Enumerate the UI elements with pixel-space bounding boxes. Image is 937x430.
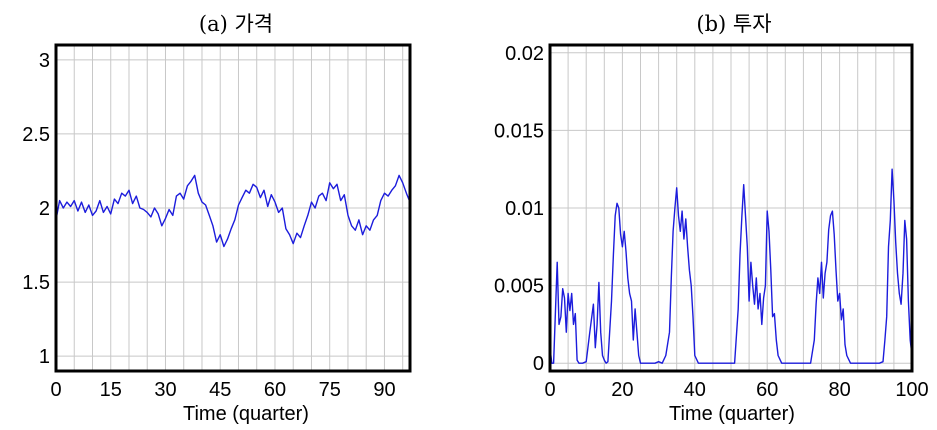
series-line-a [55, 174, 411, 248]
y-tick-label: 0.005 [494, 276, 544, 298]
x-tick-label: 90 [373, 379, 395, 401]
x-tick-label: 75 [319, 379, 341, 401]
x-tick-label: 80 [828, 379, 850, 401]
y-tick-label: 0.02 [505, 43, 544, 65]
x-axis-label-b: Time (quarter) [669, 403, 795, 425]
x-tick-label: 0 [544, 379, 555, 401]
x-tick-label: 100 [895, 379, 928, 401]
x-tick-label: 30 [154, 379, 176, 401]
x-tick-label: 45 [209, 379, 231, 401]
y-tick-label: 1.5 [22, 272, 50, 294]
grid-b [550, 45, 912, 371]
chart-title-a: (a) 가격 [199, 12, 273, 36]
x-tick-label: 60 [756, 379, 778, 401]
x-axis-ticks-a: 0 15 30 45 60 75 90 [50, 379, 395, 401]
x-axis-label-a: Time (quarter) [183, 403, 309, 425]
y-tick-label: 2 [39, 198, 50, 220]
chart-title-b: (b) 투자 [696, 12, 771, 36]
plot-frame-b [548, 43, 914, 373]
x-tick-label: 0 [50, 379, 61, 401]
x-tick-label: 15 [100, 379, 122, 401]
x-tick-label: 40 [684, 379, 706, 401]
y-tick-label: 0.01 [505, 198, 544, 220]
y-axis-ticks-b: 0.02 0.015 0.01 0.005 0 [494, 43, 544, 375]
y-tick-label: 0.015 [494, 120, 544, 142]
y-tick-label: 3 [39, 50, 50, 72]
y-axis-ticks-a: 3 2.5 2 1.5 1 [22, 50, 50, 368]
series-line-b [549, 168, 913, 364]
x-tick-label: 60 [264, 379, 286, 401]
y-tick-label: 0 [533, 353, 544, 375]
x-tick-label: 20 [611, 379, 633, 401]
panel-a: (a) 가격 3 2.5 2 1.5 1 0 15 30 45 60 75 90 Time (qua… [22, 12, 412, 425]
y-tick-label: 2.5 [22, 124, 50, 146]
grid-a [56, 45, 410, 371]
plot-frame-a [54, 43, 412, 373]
y-tick-label: 1 [39, 346, 50, 368]
x-axis-ticks-b: 0 20 40 60 80 100 [544, 379, 928, 401]
